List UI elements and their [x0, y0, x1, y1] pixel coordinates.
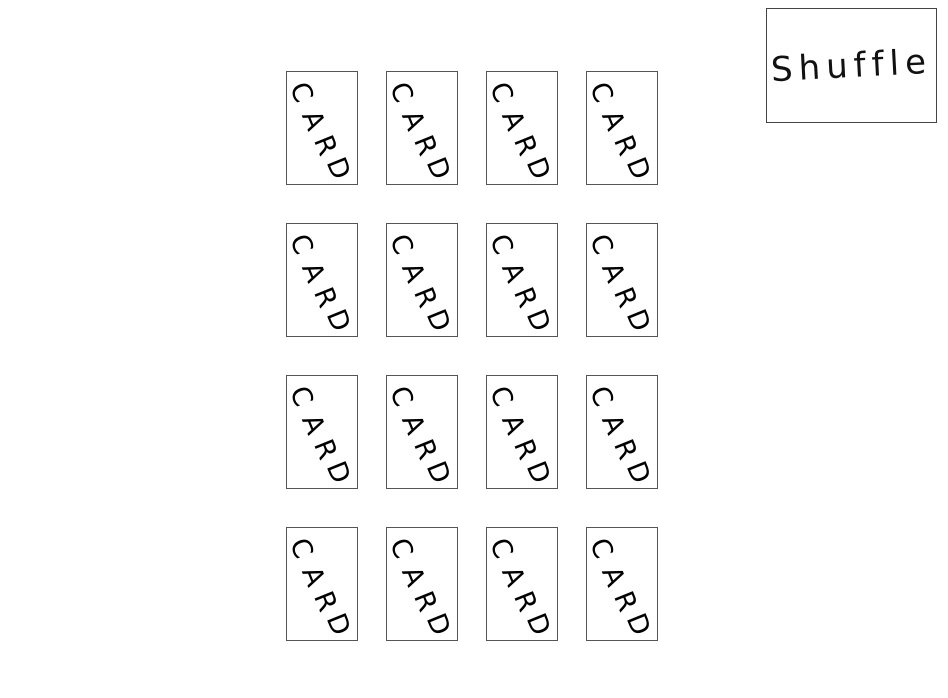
card-letter: C	[286, 381, 319, 412]
shuffle-button[interactable]: Shuffle	[766, 8, 937, 123]
card-letter: D	[519, 609, 557, 640]
card[interactable]: C A R D	[586, 71, 658, 185]
card-letter: C	[586, 229, 619, 260]
card-letter: D	[419, 609, 457, 640]
card-letter: C	[386, 533, 419, 564]
card-letter: A	[295, 562, 331, 591]
card-letter: C	[486, 229, 519, 260]
card-letter: A	[495, 410, 531, 439]
card[interactable]: C A R D	[586, 223, 658, 337]
card-letter: C	[286, 229, 319, 260]
card-grid: C A R D C A R D C A R D C A R D C A R D …	[286, 71, 658, 641]
card[interactable]: C A R D	[586, 527, 658, 641]
card[interactable]: C A R D	[286, 71, 358, 185]
card-letter: A	[295, 410, 331, 439]
card-letter: A	[595, 562, 631, 591]
card-letter: D	[319, 153, 357, 184]
card-letter: D	[419, 305, 457, 336]
card-letter: A	[495, 258, 531, 287]
card[interactable]: C A R D	[486, 375, 558, 489]
card-letter: D	[319, 457, 357, 488]
card[interactable]: C A R D	[386, 71, 458, 185]
card-letter: D	[619, 153, 657, 184]
card-letter: C	[386, 229, 419, 260]
card-letter: C	[286, 533, 319, 564]
card-letter: A	[495, 562, 531, 591]
card-letter: C	[486, 77, 519, 108]
card-letter: D	[419, 457, 457, 488]
card-letter: A	[595, 106, 631, 135]
card-letter: A	[295, 258, 331, 287]
shuffle-button-label: Shuffle	[770, 41, 933, 90]
card[interactable]: C A R D	[386, 375, 458, 489]
card[interactable]: C A R D	[386, 223, 458, 337]
card[interactable]: C A R D	[486, 527, 558, 641]
card[interactable]: C A R D	[286, 527, 358, 641]
card-letter: D	[519, 153, 557, 184]
card-letter: D	[619, 609, 657, 640]
card-letter: C	[286, 77, 319, 108]
card-letter: C	[386, 381, 419, 412]
card-letter: D	[319, 305, 357, 336]
card-letter: D	[319, 609, 357, 640]
card-letter: A	[295, 106, 331, 135]
card-letter: A	[395, 562, 431, 591]
card[interactable]: C A R D	[286, 375, 358, 489]
card-letter: A	[495, 106, 531, 135]
card-letter: C	[486, 533, 519, 564]
card[interactable]: C A R D	[286, 223, 358, 337]
card[interactable]: C A R D	[386, 527, 458, 641]
card-letter: D	[519, 457, 557, 488]
card-letter: C	[586, 77, 619, 108]
card-letter: C	[486, 381, 519, 412]
card-letter: A	[395, 106, 431, 135]
card-letter: C	[586, 381, 619, 412]
card-letter: A	[395, 410, 431, 439]
card[interactable]: C A R D	[586, 375, 658, 489]
card-letter: D	[619, 457, 657, 488]
card-letter: A	[595, 258, 631, 287]
card-letter: A	[395, 258, 431, 287]
card-letter: A	[595, 410, 631, 439]
card[interactable]: C A R D	[486, 223, 558, 337]
card[interactable]: C A R D	[486, 71, 558, 185]
card-letter: C	[386, 77, 419, 108]
card-letter: C	[586, 533, 619, 564]
card-letter: D	[519, 305, 557, 336]
card-letter: D	[419, 153, 457, 184]
card-letter: D	[619, 305, 657, 336]
